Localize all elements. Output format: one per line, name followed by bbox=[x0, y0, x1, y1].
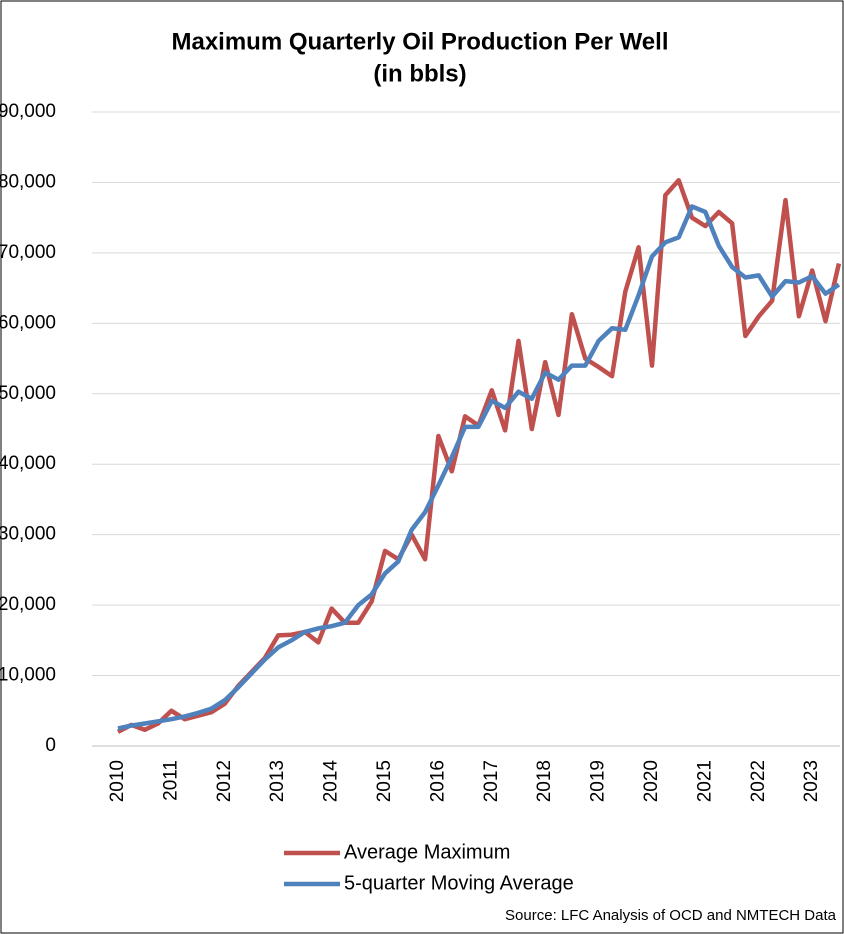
series-line bbox=[117, 204, 841, 731]
x-tick-label: 2022 bbox=[748, 760, 769, 802]
y-tick-label: 70,000 bbox=[0, 242, 56, 263]
chart-title: Maximum Quarterly Oil Production Per Wel… bbox=[171, 28, 668, 55]
x-tick-label: 2013 bbox=[267, 760, 288, 802]
x-tick-label: 2019 bbox=[588, 760, 609, 802]
y-tick-label: 50,000 bbox=[0, 383, 56, 404]
x-tick-label: 2011 bbox=[160, 760, 181, 801]
x-tick-label: 2016 bbox=[427, 760, 448, 802]
x-tick-label: 2023 bbox=[801, 760, 822, 802]
legend-label: Average Maximum bbox=[344, 841, 510, 863]
legend-label: 5-quarter Moving Average bbox=[344, 872, 574, 894]
x-tick-label: 2021 bbox=[694, 760, 715, 802]
y-tick-label: 10,000 bbox=[0, 665, 56, 686]
chart-subtitle: (in bbls) bbox=[373, 60, 466, 87]
y-tick-label: 40,000 bbox=[0, 453, 56, 474]
y-tick-label: 90,000 bbox=[0, 101, 56, 122]
x-tick-label: 2017 bbox=[481, 760, 502, 802]
x-tick-label: 2010 bbox=[107, 760, 128, 802]
x-tick-label: 2018 bbox=[534, 760, 555, 802]
y-tick-label: 60,000 bbox=[0, 312, 56, 333]
y-tick-label: 20,000 bbox=[0, 594, 56, 615]
y-tick-label: 30,000 bbox=[0, 524, 56, 545]
y-tick-label: 80,000 bbox=[0, 171, 56, 192]
x-tick-label: 2015 bbox=[374, 760, 395, 802]
source-note: Source: LFC Analysis of OCD and NMTECH D… bbox=[505, 907, 837, 924]
x-tick-label: 2014 bbox=[321, 760, 342, 803]
x-tick-label: 2020 bbox=[641, 760, 662, 802]
x-tick-label: 2012 bbox=[214, 760, 235, 802]
y-tick-label: 0 bbox=[45, 735, 56, 756]
